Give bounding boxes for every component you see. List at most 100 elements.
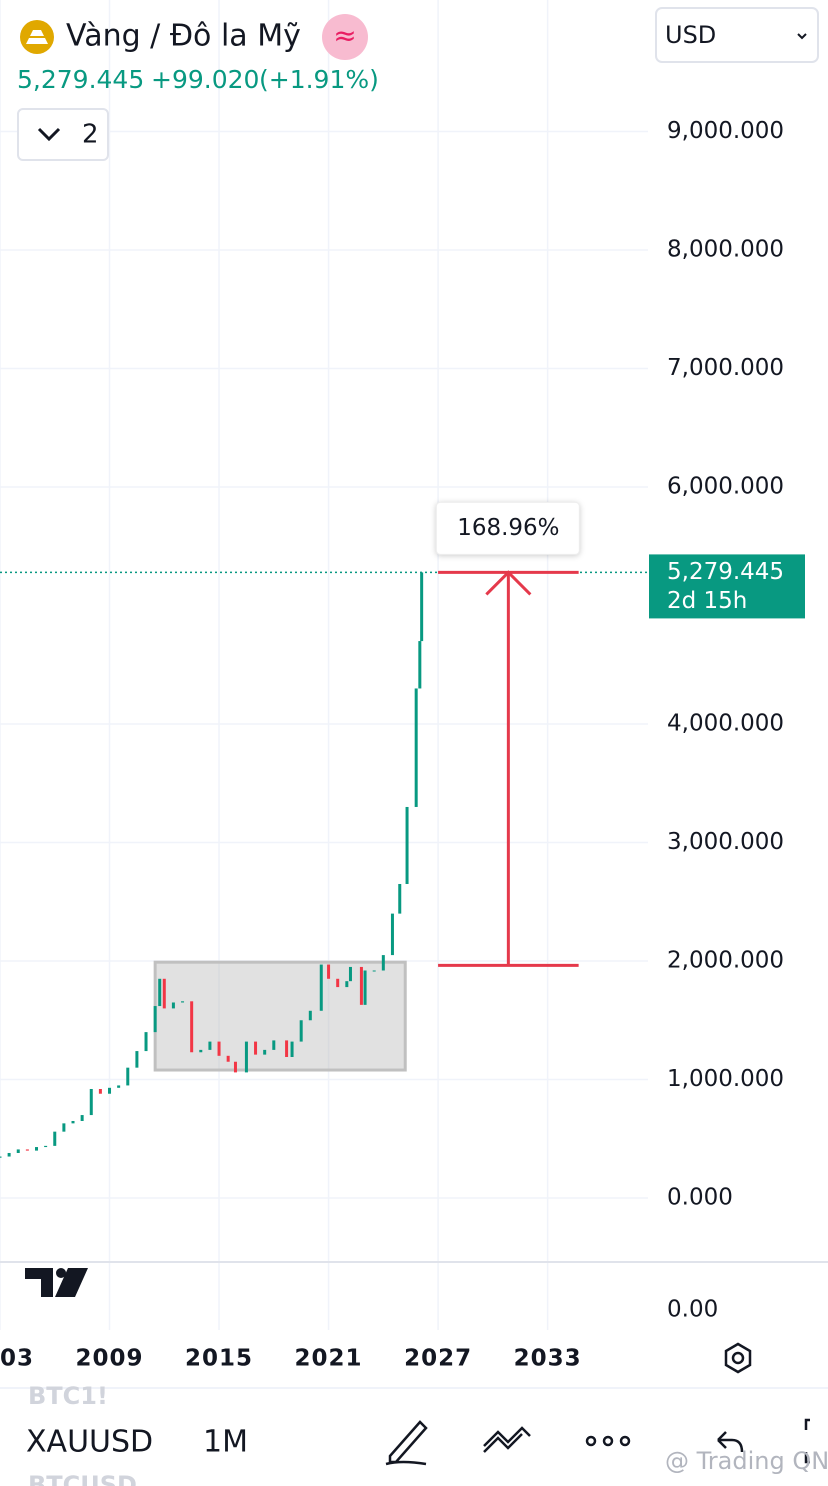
- candle: [208, 1041, 212, 1050]
- candle: [290, 1041, 294, 1057]
- candle: [390, 913, 394, 956]
- candle: [363, 970, 367, 1005]
- candle: [117, 1085, 121, 1088]
- candle: [108, 1087, 112, 1094]
- candle: [135, 1051, 139, 1068]
- candle: [381, 955, 385, 971]
- y-tick-label: 6,000.000: [667, 474, 784, 500]
- candle: [414, 688, 418, 807]
- candle: [80, 1115, 84, 1121]
- candle: [44, 1145, 48, 1148]
- indicator-count: 2: [82, 120, 99, 150]
- y-tick-label: 1,000.000: [667, 1066, 784, 1092]
- footer-symbol[interactable]: XAUUSD: [26, 1425, 153, 1460]
- candle: [126, 1067, 130, 1086]
- currency: USD: [665, 21, 716, 49]
- trend-icon[interactable]: [483, 1426, 531, 1453]
- header-change-pct: (+1.91%): [259, 65, 379, 94]
- countdown: 2d 15h: [667, 588, 747, 614]
- gold-bars: [26, 30, 48, 44]
- candle: [359, 966, 363, 1005]
- next-symbol[interactable]: BTCUSD: [28, 1471, 137, 1486]
- candle: [162, 978, 166, 1009]
- x-tick-label: 2021: [295, 1346, 363, 1372]
- candle: [398, 883, 402, 914]
- candle: [327, 964, 331, 979]
- candle: [345, 981, 349, 988]
- candle: [336, 978, 340, 988]
- tv-logo-dot: [56, 1268, 66, 1278]
- candle: [16, 1149, 20, 1153]
- last-price-badge: [649, 554, 805, 619]
- candle: [35, 1147, 39, 1151]
- tv-logo: [25, 1268, 88, 1297]
- candle: [7, 1152, 11, 1157]
- candle: [226, 1055, 230, 1062]
- header-change: +99.020: [151, 65, 259, 94]
- y-tick-label: 0.000: [667, 1185, 733, 1211]
- settings-icon[interactable]: [724, 1342, 752, 1374]
- candle: [98, 1088, 102, 1094]
- x-tick-label: 2027: [404, 1346, 472, 1372]
- candle: [171, 1002, 175, 1009]
- interval[interactable]: 1M: [203, 1425, 248, 1460]
- candle: [418, 641, 422, 689]
- candle: [299, 1020, 303, 1042]
- currency-select[interactable]: [655, 7, 819, 63]
- candle: [190, 1001, 194, 1053]
- y-tick-label: 7,000.000: [667, 355, 784, 381]
- y-tick-label: 9,000.000: [667, 118, 784, 144]
- candle: [285, 1040, 289, 1057]
- candle: [62, 1123, 66, 1132]
- fullscreen-icon[interactable]: [804, 1418, 810, 1464]
- candle: [319, 964, 323, 1011]
- y-tick-label: 3,000.000: [667, 829, 784, 855]
- pane2-tick-label: 0.00: [667, 1297, 718, 1323]
- candle: [244, 1041, 248, 1073]
- bell-badge[interactable]: [322, 14, 368, 60]
- x-tick-label: 2009: [76, 1346, 144, 1372]
- candle: [217, 1041, 221, 1056]
- grid: [0, 0, 648, 1330]
- settings-dot: [731, 1351, 745, 1365]
- y-tick-label: 4,000.000: [667, 711, 784, 737]
- x-tick-label: 2015: [185, 1346, 253, 1372]
- chevron: [37, 127, 61, 142]
- prev-symbol[interactable]: BTC1!: [28, 1382, 108, 1410]
- candle: [348, 966, 352, 982]
- candle: [71, 1120, 75, 1124]
- candle: [53, 1131, 57, 1146]
- candle: [308, 1010, 312, 1021]
- y-tick-label: 8,000.000: [667, 237, 784, 263]
- candle: [158, 978, 162, 1007]
- x-tick-label: 2033: [514, 1346, 582, 1372]
- candle: [199, 1049, 203, 1053]
- measure-label: 168.96%: [457, 515, 559, 541]
- undo-icon[interactable]: [717, 1431, 744, 1453]
- candle: [0, 1156, 2, 1158]
- measure-arrowhead: [485, 570, 532, 596]
- candle: [372, 970, 376, 972]
- candle: [405, 806, 409, 884]
- draw-icon[interactable]: [385, 1420, 428, 1466]
- dropdown-arrow: [797, 33, 807, 40]
- last-price-label: 5,279.445: [667, 559, 784, 585]
- candle: [25, 1149, 29, 1151]
- symbol-icon: [20, 20, 54, 54]
- candle: [420, 572, 424, 642]
- more-icon[interactable]: [585, 1435, 631, 1447]
- candle: [272, 1040, 276, 1050]
- symbol-title: Vàng / Đô la Mỹ: [66, 19, 301, 54]
- x-tick-label: 2003: [0, 1346, 34, 1372]
- bell-icon: ≈: [333, 19, 356, 52]
- range-box: [153, 960, 407, 1072]
- watermark: @ Trading QN: [665, 1447, 828, 1475]
- candle: [89, 1088, 93, 1116]
- plot: [0, 570, 648, 1158]
- indicators-toggle[interactable]: [17, 108, 109, 161]
- candle: [233, 1061, 237, 1073]
- candle: [144, 1032, 148, 1052]
- header-price: 5,279.445: [17, 65, 144, 94]
